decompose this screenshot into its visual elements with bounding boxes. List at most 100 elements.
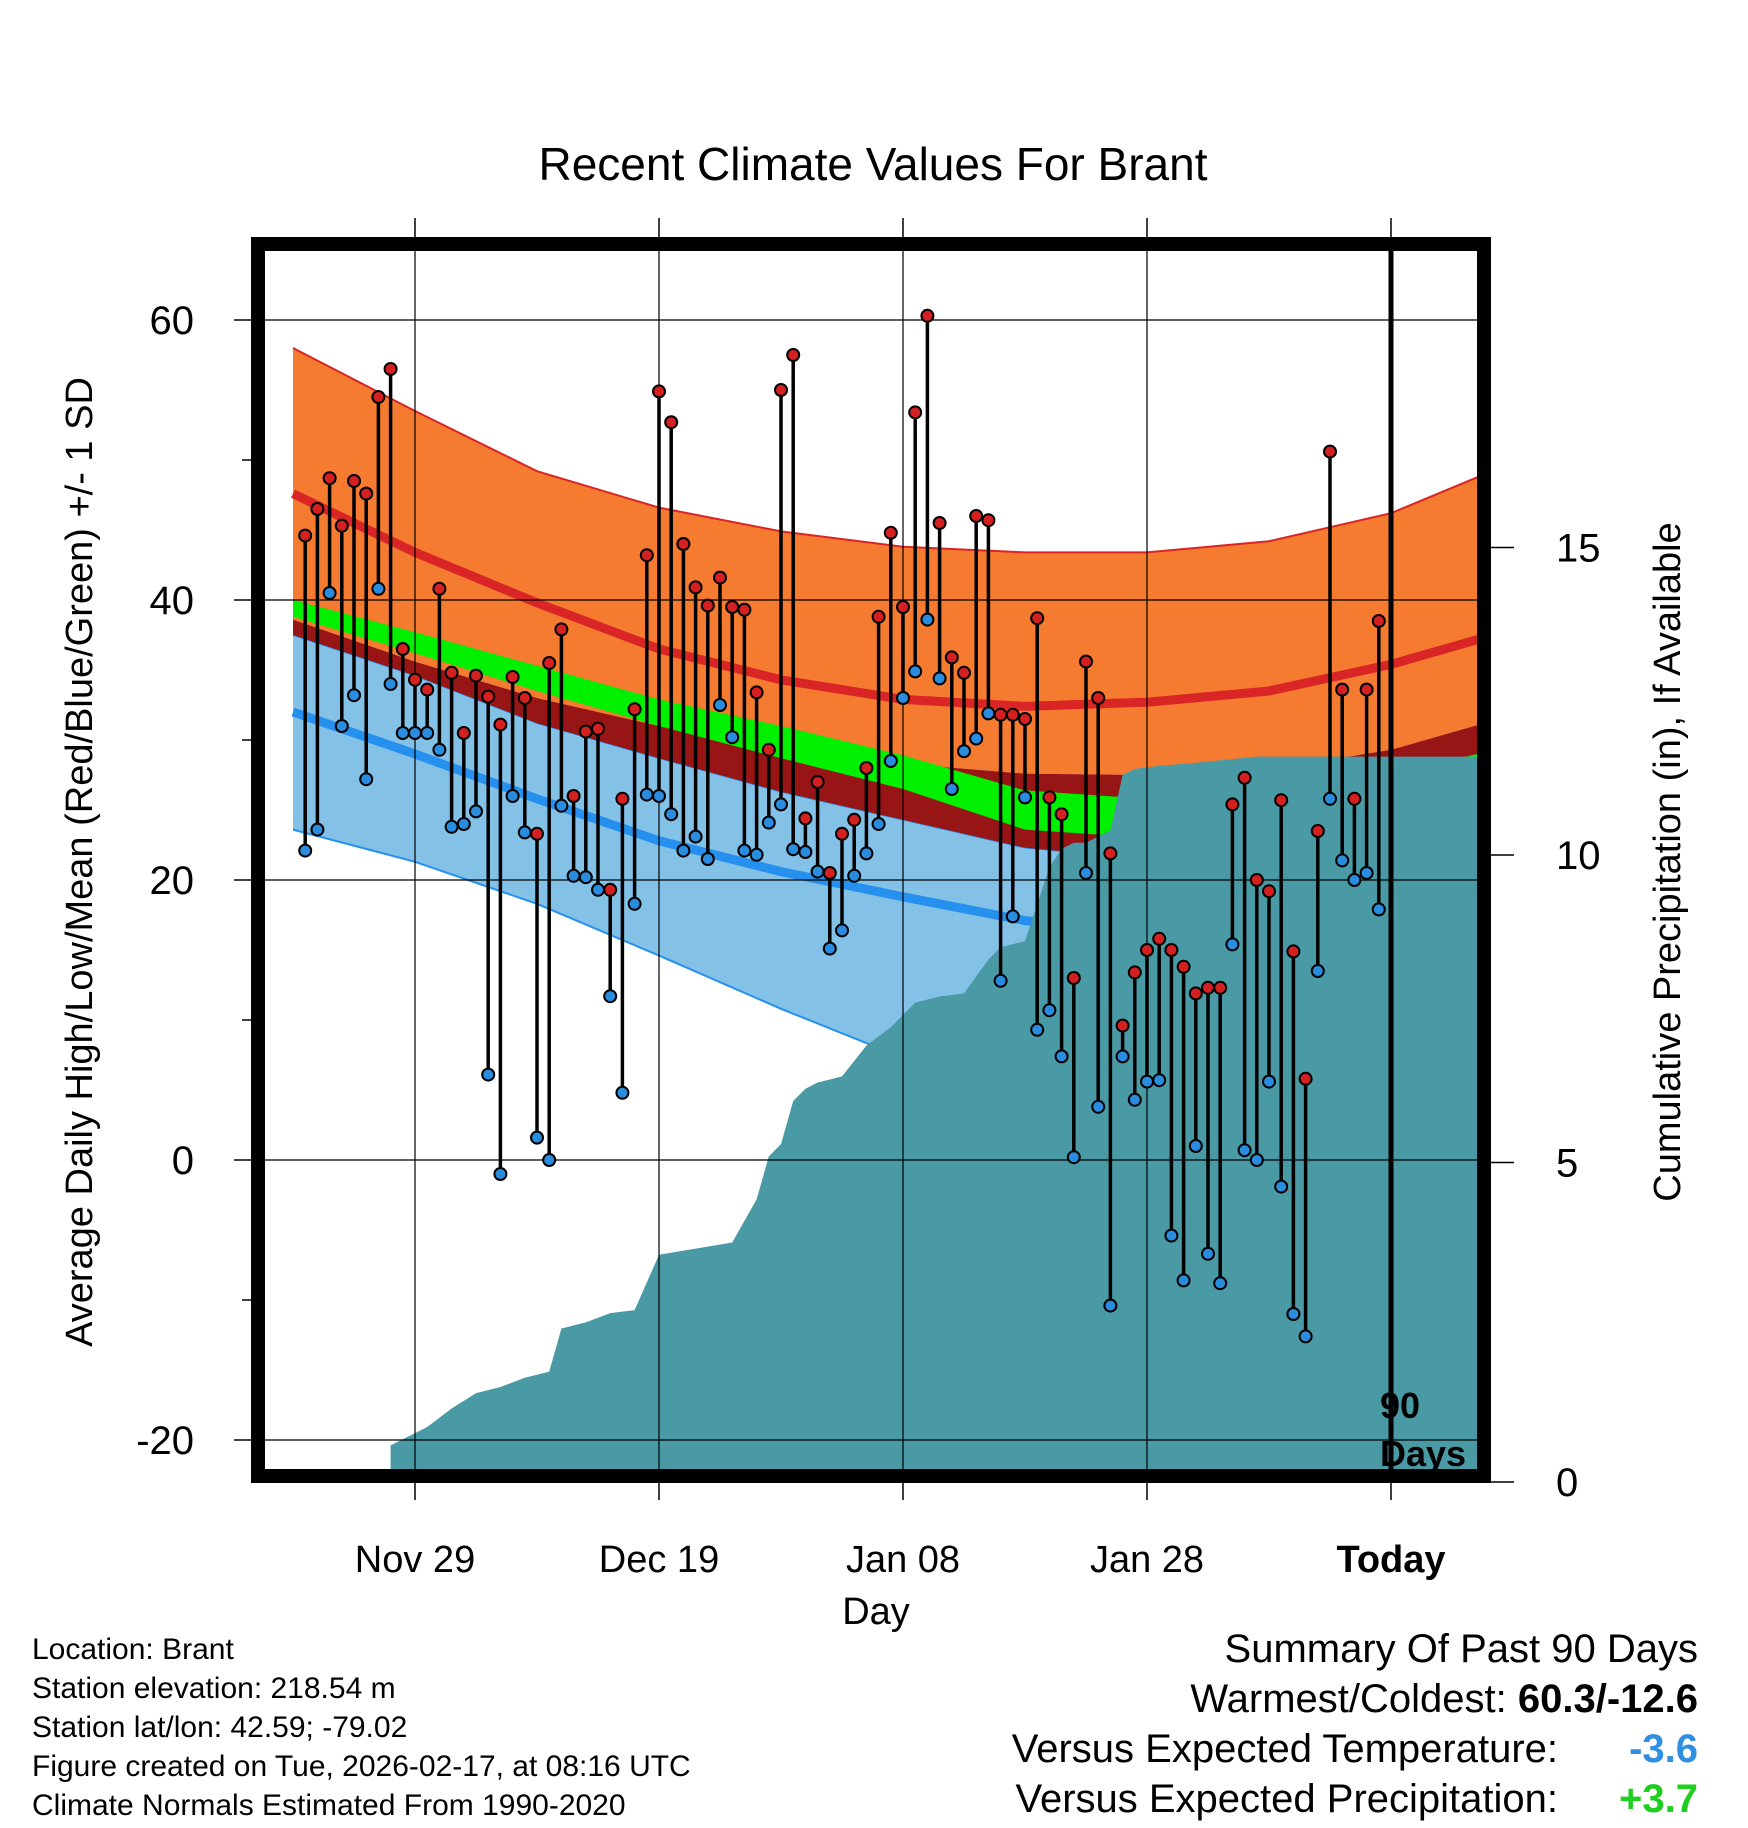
daily-high-point: [1286, 944, 1301, 959]
daily-low-point: [322, 586, 337, 600]
daily-low-point: [591, 882, 605, 897]
daily-low-point: [347, 688, 361, 703]
temp-label: Versus Expected Temperature:: [1011, 1727, 1558, 1771]
daily-high-point: [1274, 793, 1289, 808]
daily-high-point: [761, 742, 776, 757]
daily-high-point: [810, 775, 825, 789]
y2-tick-label: 15: [1556, 527, 1601, 571]
warm-cold-value: 60.3/-12.6: [1517, 1677, 1698, 1721]
daily-low-point: [1286, 1307, 1301, 1321]
daily-low-point: [1347, 873, 1362, 887]
daily-high-point: [1091, 691, 1106, 705]
daily-high-point: [603, 882, 618, 897]
x-tick-label: Jan 08: [846, 1539, 960, 1581]
warm-cold-label: Warmest/Coldest:: [1190, 1677, 1507, 1721]
daily-high-point: [920, 308, 935, 323]
y2-tick-label: 5: [1556, 1142, 1578, 1186]
daily-low-point: [1176, 1273, 1191, 1288]
today-label-line2: Days: [1380, 1433, 1466, 1474]
daily-low-point: [420, 726, 435, 740]
daily-high-point: [957, 665, 971, 680]
summary-title: Summary Of Past 90 Days: [1224, 1627, 1698, 1671]
daily-low-point: [883, 754, 898, 768]
daily-low-point: [493, 1167, 508, 1181]
daily-high-point: [664, 415, 679, 430]
daily-low-point: [993, 973, 1008, 988]
daily-high-point: [713, 570, 727, 585]
daily-high-point: [871, 609, 886, 624]
daily-low-point: [1323, 791, 1337, 806]
daily-low-point: [1274, 1179, 1289, 1194]
y2-tick-label: 0: [1556, 1461, 1578, 1505]
daily-high-point: [1164, 943, 1179, 957]
daily-low-point: [578, 870, 593, 885]
station-latlon: Station lat/lon: 42.59; -79.02: [32, 1711, 408, 1744]
daily-low-point: [1054, 1049, 1069, 1064]
daily-low-point: [359, 772, 374, 787]
daily-low-point: [383, 677, 398, 691]
daily-high-point: [1225, 797, 1240, 812]
station-location: Location: Brant: [32, 1633, 234, 1666]
daily-high-point: [383, 362, 398, 376]
daily-high-point: [578, 724, 593, 739]
daily-high-point: [1066, 971, 1081, 985]
daily-high-point: [1249, 873, 1264, 887]
daily-high-point: [725, 600, 740, 614]
daily-high-point: [591, 721, 605, 736]
figure-created: Figure created on Tue, 2026-02-17, at 08…: [32, 1750, 691, 1783]
daily-high-point: [627, 702, 642, 717]
daily-high-point: [310, 502, 325, 516]
daily-high-point: [1176, 959, 1191, 974]
daily-low-point: [310, 822, 325, 837]
daily-low-point: [444, 819, 459, 834]
daily-low-point: [566, 868, 581, 883]
daily-low-point: [932, 671, 947, 686]
daily-low-point: [408, 726, 422, 740]
daily-low-point: [1127, 1092, 1142, 1107]
today-label-line1: 90: [1380, 1385, 1420, 1426]
daily-low-point: [1359, 866, 1374, 880]
daily-high-point: [1054, 807, 1069, 822]
daily-high-point: [737, 602, 752, 617]
daily-low-point: [652, 789, 666, 803]
daily-low-point: [334, 719, 349, 733]
daily-high-point: [1042, 790, 1057, 805]
daily-low-point: [554, 798, 569, 813]
daily-low-point: [432, 742, 447, 757]
daily-low-point: [542, 1153, 557, 1167]
daily-low-point: [1005, 909, 1020, 924]
daily-low-point: [920, 612, 935, 627]
daily-high-point: [481, 689, 496, 704]
daily-low-point: [1188, 1139, 1203, 1153]
daily-high-point: [1262, 884, 1276, 899]
daily-high-point: [1213, 980, 1228, 995]
daily-high-point: [932, 516, 947, 530]
daily-low-point: [1335, 853, 1350, 868]
daily-high-point: [1237, 770, 1252, 785]
daily-low-point: [1140, 1074, 1154, 1089]
daily-low-point: [1103, 1298, 1118, 1313]
x-tick-label: Nov 29: [355, 1539, 475, 1581]
daily-high-point: [1103, 846, 1118, 861]
summary-panel: Summary Of Past 90 Days Warmest/Coldest:…: [1012, 1624, 1698, 1824]
daily-high-point: [615, 791, 630, 806]
y2-tick-label: 10: [1556, 834, 1601, 878]
daily-high-point: [1359, 682, 1374, 697]
daily-low-point: [1066, 1150, 1081, 1165]
x-tick-label: Jan 28: [1090, 1539, 1204, 1581]
axes: Nov 29 Dec 19 Jan 08 Jan 28 Today -20 0 20 40 60 0…: [136, 218, 1601, 1581]
daily-low-point: [725, 730, 740, 745]
daily-high-point: [688, 580, 703, 595]
x-tick-label: Today: [1336, 1539, 1445, 1581]
daily-high-point: [1347, 791, 1362, 806]
daily-low-point: [1091, 1099, 1106, 1114]
daily-low-point: [371, 581, 386, 596]
daily-high-point: [847, 812, 862, 827]
daily-low-point: [664, 807, 679, 822]
plot-content: [264, 250, 1478, 1470]
station-elevation: Station elevation: 218.54 m: [32, 1672, 396, 1705]
daily-low-point: [688, 829, 703, 844]
daily-low-point: [1201, 1246, 1215, 1261]
daily-low-point: [737, 843, 752, 858]
daily-high-point: [908, 405, 923, 420]
